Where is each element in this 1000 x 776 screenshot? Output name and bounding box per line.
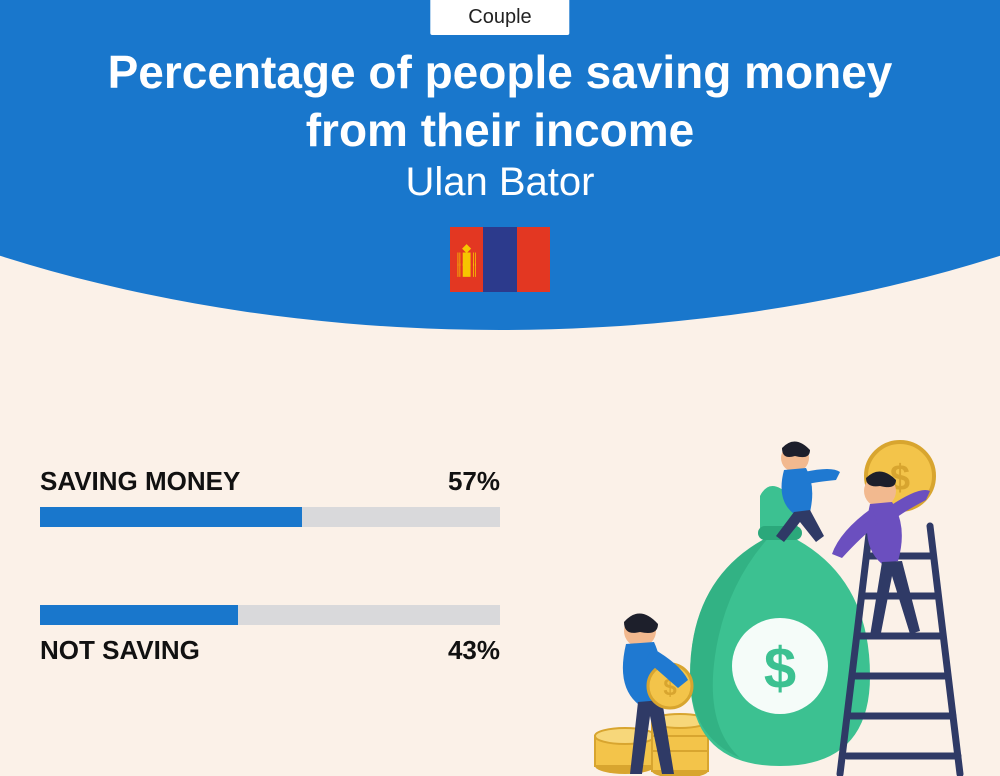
bar-track	[40, 507, 500, 527]
soyombo-icon: ◆║█║║█║	[455, 243, 478, 276]
category-badge: Couple	[430, 0, 569, 35]
person-top-icon	[776, 441, 840, 542]
coin-stack-icon	[595, 714, 708, 776]
bar-value: 57%	[448, 466, 500, 497]
bar-label: NOT SAVING	[40, 635, 200, 666]
title-line-1: Percentage of people saving money	[108, 46, 893, 98]
bar-track	[40, 605, 500, 625]
bar-label: SAVING MONEY	[40, 466, 240, 497]
bar-label-row: SAVING MONEY 57%	[40, 466, 500, 497]
flag-stripe-left: ◆║█║║█║	[450, 227, 483, 292]
bar-label-row: NOT SAVING 43%	[40, 635, 500, 666]
bar-group-saving: SAVING MONEY 57%	[40, 466, 500, 527]
flag-stripe-right	[517, 227, 550, 292]
savings-illustration: $ $ $	[570, 436, 970, 776]
title-line-2: from their income	[306, 104, 695, 156]
svg-text:$: $	[764, 636, 796, 701]
flag-mongolia: ◆║█║║█║	[450, 227, 550, 292]
bar-value: 43%	[448, 635, 500, 666]
bar-chart: SAVING MONEY 57% NOT SAVING 43%	[40, 466, 500, 744]
bar-fill	[40, 605, 238, 625]
flag-stripe-center	[483, 227, 516, 292]
bar-fill	[40, 507, 302, 527]
page-title: Percentage of people saving money from t…	[0, 44, 1000, 159]
bar-group-not-saving: NOT SAVING 43%	[40, 605, 500, 666]
page-subtitle: Ulan Bator	[0, 160, 1000, 205]
